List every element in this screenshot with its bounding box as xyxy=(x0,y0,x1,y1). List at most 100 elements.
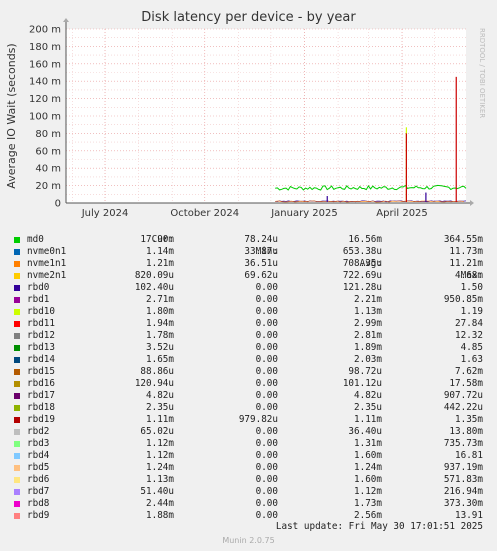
legend-row-rbd19: rbd19 1.11m 979.82u 1.11m 1.35m xyxy=(0,414,497,426)
legend-min: 0.00 xyxy=(255,486,278,497)
legend-cur: 65.02u xyxy=(140,426,174,437)
legend-name: rbd19 xyxy=(27,414,55,425)
legend-min: 0.00 xyxy=(255,426,278,437)
legend-cur: 120.94u xyxy=(134,378,174,389)
x-tick-label: October 2024 xyxy=(170,208,239,219)
legend-max: 1.50 xyxy=(460,282,483,293)
legend-min: 69.62u xyxy=(244,270,278,281)
legend-name: rbd0 xyxy=(27,282,50,293)
legend-min: 0.00 xyxy=(255,450,278,461)
legend-name: rbd3 xyxy=(27,438,50,449)
y-tick-label: 40 m xyxy=(35,164,61,175)
legend-min: 0.00 xyxy=(255,354,278,365)
legend-name: rbd12 xyxy=(27,330,55,341)
legend-avg: 1.24m xyxy=(354,462,382,473)
legend-header: Cur: Min: Avg: Max: xyxy=(0,222,497,281)
legend-swatch xyxy=(14,321,20,327)
legend-max: 12.32 xyxy=(455,330,483,341)
legend-max: 1.19 xyxy=(460,306,483,317)
legend-swatch xyxy=(14,285,20,291)
legend-max: 4.68m xyxy=(455,270,483,281)
legend-max: 735.73m xyxy=(443,438,483,449)
legend-min: 0.00 xyxy=(255,342,278,353)
legend-max: 13.80m xyxy=(449,426,483,437)
legend-swatch xyxy=(14,417,20,423)
legend-name: rbd16 xyxy=(27,378,55,389)
legend-row-rbd2: rbd2 65.02u 0.00 36.40u 13.80m xyxy=(0,426,497,438)
legend-cur: 4.82u xyxy=(146,390,174,401)
legend-name: nvme1n1 xyxy=(27,258,67,269)
legend-row-rbd14: rbd14 1.65m 0.00 2.03m 1.63 xyxy=(0,354,497,366)
legend-max: 17.58m xyxy=(449,378,483,389)
legend-swatch xyxy=(14,237,20,243)
legend-avg: 1.11m xyxy=(354,414,382,425)
legend-row-rbd12: rbd12 1.78m 0.00 2.81m 12.32 xyxy=(0,330,497,342)
legend-swatch xyxy=(14,261,20,267)
legend-cur: 3.52u xyxy=(146,342,174,353)
legend-row-rbd18: rbd18 2.35u 0.00 2.35u 442.22u xyxy=(0,402,497,414)
legend-min: 0.00 xyxy=(255,330,278,341)
legend-max: 1.35m xyxy=(455,414,483,425)
y-tick-label: 160 m xyxy=(29,59,61,70)
y-axis-arrow xyxy=(63,18,69,22)
legend-swatch xyxy=(14,369,20,375)
legend-swatch xyxy=(14,273,20,279)
legend-cur: 1.21m xyxy=(146,258,174,269)
legend-min: 0.00 xyxy=(255,366,278,377)
legend-cur: 1.94m xyxy=(146,318,174,329)
legend-name: rbd7 xyxy=(27,486,50,497)
legend-swatch xyxy=(14,441,20,447)
legend-avg: 1.13m xyxy=(354,306,382,317)
legend-avg: 2.99m xyxy=(354,318,382,329)
legend-cur: 2.44m xyxy=(146,498,174,509)
legend-avg: 722.69u xyxy=(342,270,382,281)
legend-name: nvme2n1 xyxy=(27,270,67,281)
legend-min: 78.24u xyxy=(244,234,278,245)
legend-avg: 1.73m xyxy=(354,498,382,509)
legend-cur: 1.88m xyxy=(146,510,174,521)
legend-cur: 51.40u xyxy=(140,486,174,497)
legend-min: 0.00 xyxy=(255,474,278,485)
legend-swatch xyxy=(14,345,20,351)
legend-row-rbd7: rbd7 51.40u 0.00 1.12m 216.94m xyxy=(0,486,497,498)
legend-max: 950.85m xyxy=(443,294,483,305)
legend-cur: 2.35u xyxy=(146,402,174,413)
legend-name: rbd4 xyxy=(27,450,50,461)
legend-max: 16.81 xyxy=(455,450,483,461)
legend-name: rbd18 xyxy=(27,402,55,413)
legend-avg: 2.03m xyxy=(354,354,382,365)
legend-cur: 1.78m xyxy=(146,330,174,341)
legend-max: 907.72u xyxy=(443,390,483,401)
legend-row-rbd16: rbd16 120.94u 0.00 101.12u 17.58m xyxy=(0,378,497,390)
legend-swatch xyxy=(14,381,20,387)
legend-row-rbd9: rbd9 1.88m 0.00 2.56m 13.91 xyxy=(0,510,497,522)
y-tick-label: 100 m xyxy=(29,112,61,123)
legend-avg: 98.72u xyxy=(348,366,382,377)
legend-max: 364.55m xyxy=(443,234,483,245)
legend-row-md0: md0 17.90m 78.24u 16.56m 364.55m xyxy=(0,234,497,246)
legend-row-nvme1n1: nvme1n1 1.21m 36.51u 708.35u 11.21m xyxy=(0,258,497,270)
legend-min: 0.00 xyxy=(255,498,278,509)
legend-swatch xyxy=(14,297,20,303)
legend-avg: 121.28u xyxy=(342,282,382,293)
legend-name: rbd6 xyxy=(27,474,50,485)
legend-avg: 1.31m xyxy=(354,438,382,449)
y-tick-label: 80 m xyxy=(35,129,61,140)
legend-row-rbd5: rbd5 1.24m 0.00 1.24m 937.19m xyxy=(0,462,497,474)
legend-min: 0.00 xyxy=(255,318,278,329)
legend-min: 0.00 xyxy=(255,438,278,449)
legend-cur: 1.12m xyxy=(146,450,174,461)
legend-cur: 1.80m xyxy=(146,306,174,317)
legend-avg: 1.89m xyxy=(354,342,382,353)
x-axis-arrow xyxy=(470,200,474,206)
legend-name: rbd17 xyxy=(27,390,55,401)
legend-swatch xyxy=(14,249,20,255)
legend-row-rbd3: rbd3 1.12m 0.00 1.31m 735.73m xyxy=(0,438,497,450)
y-tick-label: 180 m xyxy=(29,42,61,53)
legend-cur: 88.86u xyxy=(140,366,174,377)
legend-max: 937.19m xyxy=(443,462,483,473)
legend-row-rbd1: rbd1 2.71m 0.00 2.21m 950.85m xyxy=(0,294,497,306)
legend-max: 442.22u xyxy=(443,402,483,413)
legend-cur: 1.12m xyxy=(146,438,174,449)
x-tick-label: April 2025 xyxy=(376,208,427,219)
